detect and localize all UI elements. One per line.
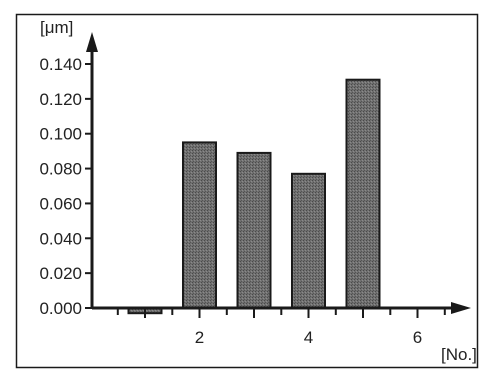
bar-3: [236, 151, 272, 309]
bar-5: [345, 78, 381, 309]
y-tick-label: 0.060: [39, 194, 82, 213]
y-tick-label: 0.000: [39, 299, 82, 318]
axes-layer: [86, 32, 471, 314]
y-tick-label: 0.140: [39, 55, 82, 74]
y-axis-arrow: [86, 32, 98, 52]
y-tick-label: 0.020: [39, 264, 82, 283]
x-tick-label: 6: [413, 328, 422, 347]
y-tick-label: 0.120: [39, 90, 82, 109]
y-axis-label: [μm]: [40, 18, 73, 37]
bar-4: [291, 172, 326, 309]
y-tick-label: 0.040: [39, 229, 82, 248]
ticks-layer: 0.000 0.020 0.040 0.060 0.080 0.100 0.120 0.140…: [39, 55, 446, 347]
x-tick-label: 4: [304, 328, 313, 347]
x-tick-label: 2: [195, 328, 204, 347]
y-tick-label: 0.080: [39, 160, 82, 179]
bar-2: [182, 141, 217, 309]
x-axis-label: [No.]: [441, 345, 477, 364]
x-axis-arrow: [451, 302, 471, 314]
y-tick-label: 0.100: [39, 125, 82, 144]
bars-layer: [127, 78, 381, 315]
